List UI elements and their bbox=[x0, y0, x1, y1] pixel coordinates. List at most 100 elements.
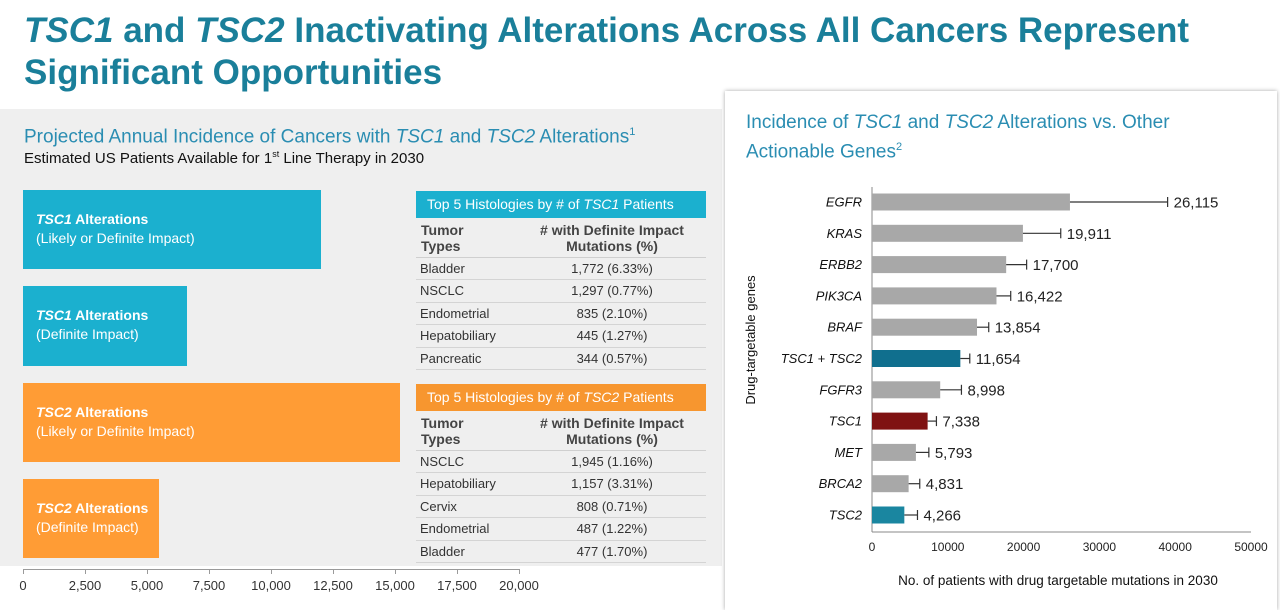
x-tick bbox=[147, 569, 148, 574]
tsc2-histology-table: Top 5 Histologies by # of TSC2 Patients … bbox=[416, 384, 706, 563]
x-tick bbox=[395, 569, 396, 574]
x-tick-label: 2,500 bbox=[68, 578, 102, 593]
x-tick-label: 40000 bbox=[1159, 540, 1193, 554]
mutation-count-cell: 445 (1.27%) bbox=[576, 328, 648, 344]
col-tumor-types: Tumor Types bbox=[421, 415, 464, 447]
col-definite-impact: # with Definite Impact Mutations (%) bbox=[540, 222, 684, 254]
x-tick bbox=[209, 569, 210, 574]
table-row: Bladder 477 (1.70%) bbox=[416, 541, 706, 563]
value-label-pik3ca: 16,422 bbox=[1017, 288, 1063, 305]
gene-label-pik3ca: PIK3CA bbox=[816, 288, 862, 303]
value-label-fgfr3: 8,998 bbox=[967, 382, 1005, 399]
mutation-count-cell: 808 (0.71%) bbox=[576, 498, 648, 514]
value-label-met: 5,793 bbox=[935, 445, 973, 462]
page-title: TSC1 and TSC2 Inactivating Alterations A… bbox=[24, 11, 1190, 92]
x-tick bbox=[519, 569, 520, 574]
mutation-count-cell: 487 (1.22%) bbox=[576, 521, 648, 537]
bar-tsc1 bbox=[872, 412, 928, 430]
value-label-tsc2: 4,266 bbox=[923, 508, 961, 525]
tumor-type-cell: Cervix bbox=[420, 498, 457, 514]
right-chart-title: Incidence of TSC1 and TSC2 Alterations v… bbox=[746, 112, 1170, 163]
bar-erbb2 bbox=[872, 256, 1007, 274]
gene-label-fgfr3: FGFR3 bbox=[819, 382, 862, 397]
bar-label: TSC2 Alterations (Definite Impact) bbox=[36, 499, 149, 535]
table-row: Pancreatic 344 (0.57%) bbox=[416, 348, 706, 370]
value-label-erbb2: 17,700 bbox=[1033, 257, 1079, 274]
table-row: Bladder 1,772 (6.33%) bbox=[416, 258, 706, 281]
bar-tsc1-tsc2 bbox=[872, 350, 961, 367]
gene-label-egfr: EGFR bbox=[826, 195, 862, 210]
x-tick-label: 50000 bbox=[1234, 540, 1268, 554]
tumor-type-cell: Bladder bbox=[420, 543, 465, 559]
right-panel bbox=[725, 91, 1277, 610]
x-tick-label: 0 bbox=[19, 578, 27, 593]
gene-label-tsc1: TSC1 bbox=[829, 414, 862, 429]
x-tick-label: 15,000 bbox=[375, 578, 415, 593]
table-row: Endometrial 487 (1.22%) bbox=[416, 518, 706, 541]
bar-label: TSC2 Alterations (Likely or Definite Impa… bbox=[36, 403, 195, 439]
table-column-headers: Tumor Types # with Definite Impact Mutat… bbox=[416, 218, 706, 258]
x-tick bbox=[23, 569, 24, 574]
x-tick-label: 20,000 bbox=[499, 578, 539, 593]
value-label-kras: 19,911 bbox=[1067, 226, 1112, 243]
left-bar-tsc2-definite: TSC2 Alterations (Definite Impact) bbox=[23, 479, 160, 558]
left-bar-tsc1-likely-or-definite: TSC1 Alterations (Likely or Definite Impa… bbox=[23, 190, 321, 269]
mutation-count-cell: 1,297 (0.77%) bbox=[571, 283, 653, 299]
bar-pik3ca bbox=[872, 287, 997, 305]
bar-fgfr3 bbox=[872, 381, 941, 399]
value-label-tsc1: 7,338 bbox=[942, 414, 980, 431]
x-tick-label: 17,500 bbox=[437, 578, 477, 593]
bar-label: TSC1 Alterations (Definite Impact) bbox=[36, 307, 149, 342]
left-bar-tsc1-definite: TSC1 Alterations (Definite Impact) bbox=[23, 286, 187, 366]
bar-label: TSC1 Alterations (Likely or Definite Impa… bbox=[36, 210, 195, 246]
x-tick bbox=[333, 569, 334, 574]
x-tick-label: 20000 bbox=[1007, 540, 1041, 554]
x-tick-label: 5,000 bbox=[130, 578, 164, 593]
table-row: Hepatobiliary 1,157 (3.31%) bbox=[416, 473, 706, 496]
mutation-count-cell: 1,157 (3.31%) bbox=[571, 476, 653, 492]
x-axis-title: No. of patients with drug targetable mut… bbox=[898, 573, 1218, 588]
table-row: Cervix 808 (0.71%) bbox=[416, 496, 706, 519]
left-chart-subtitle: Estimated US Patients Available for 1st … bbox=[24, 149, 425, 167]
bar-egfr bbox=[872, 193, 1070, 211]
mutation-count-cell: 344 (0.57%) bbox=[576, 350, 648, 366]
table-body: Bladder 1,772 (6.33%) NSCLC 1,297 (0.77%) En… bbox=[416, 258, 706, 370]
tsc1-histology-table: Top 5 Histologies by # of TSC1 Patients … bbox=[416, 191, 706, 370]
mutation-count-cell: 1,772 (6.33%) bbox=[571, 261, 653, 276]
bar-tsc2 bbox=[872, 506, 905, 524]
table-row: Hepatobiliary 445 (1.27%) bbox=[416, 325, 706, 348]
gene-label-tsc1-tsc2: TSC1 + TSC2 bbox=[781, 351, 863, 366]
x-tick-label: 30000 bbox=[1083, 540, 1117, 554]
gene-incidence-chart: EGFR 26,115 KRAS 19,911 ERBB2 17,700 PIK3CA 16,… bbox=[743, 187, 1268, 588]
gene-label-tsc2: TSC2 bbox=[829, 508, 863, 523]
gene-label-brca2: BRCA2 bbox=[819, 476, 863, 491]
gene-label-met: MET bbox=[835, 445, 864, 460]
value-label-egfr: 26,115 bbox=[1174, 195, 1219, 212]
x-tick bbox=[85, 569, 86, 574]
table-row: Endometrial 835 (2.10%) bbox=[416, 303, 706, 326]
value-label-brca2: 4,831 bbox=[926, 476, 964, 493]
col-definite-impact: # with Definite Impact Mutations (%) bbox=[540, 415, 684, 447]
bar-braf bbox=[872, 318, 978, 336]
table-body: NSCLC 1,945 (1.16%) Hepatobiliary 1,157 (3.… bbox=[416, 451, 706, 563]
mutation-count-cell: 835 (2.10%) bbox=[576, 305, 648, 321]
tumor-type-cell: NSCLC bbox=[420, 454, 465, 469]
x-tick bbox=[271, 569, 272, 574]
table-row: NSCLC 1,945 (1.16%) bbox=[416, 451, 706, 474]
tumor-type-cell: NSCLC bbox=[420, 283, 465, 299]
table-row: NSCLC 1,297 (0.77%) bbox=[416, 280, 706, 303]
tumor-type-cell: Endometrial bbox=[420, 305, 490, 321]
x-tick bbox=[457, 569, 458, 574]
value-label-tsc1-tsc2: 11,654 bbox=[976, 351, 1021, 368]
bar-brca2 bbox=[872, 475, 909, 493]
col-tumor-types: Tumor Types bbox=[421, 222, 464, 254]
tumor-type-cell: Pancreatic bbox=[420, 350, 482, 366]
tumor-type-cell: Hepatobiliary bbox=[420, 476, 496, 492]
mutation-count-cell: 1,945 (1.16%) bbox=[571, 454, 653, 469]
gene-label-braf: BRAF bbox=[827, 320, 863, 335]
left-bar-tsc2-likely-or-definite: TSC2 Alterations (Likely or Definite Impa… bbox=[23, 383, 400, 462]
bar-kras bbox=[872, 224, 1023, 242]
gene-label-kras: KRAS bbox=[827, 226, 863, 241]
bar-met bbox=[872, 443, 916, 461]
x-tick-label: 12,500 bbox=[313, 578, 353, 593]
